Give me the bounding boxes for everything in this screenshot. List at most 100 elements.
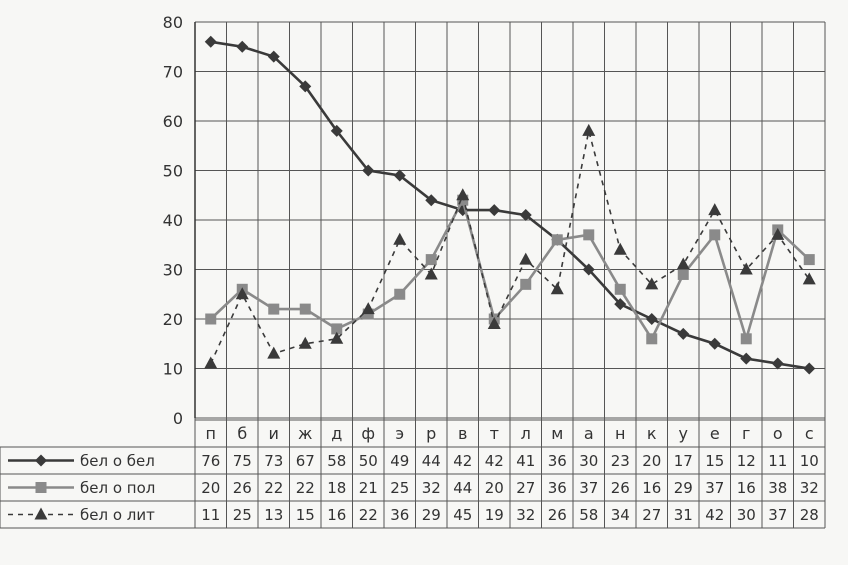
- data-point: [582, 263, 595, 276]
- data-point: [802, 272, 816, 285]
- data-label: 36: [548, 479, 567, 497]
- series-lines: [204, 35, 816, 375]
- data-label: 20: [485, 479, 504, 497]
- data-label: 42: [453, 452, 472, 470]
- data-label: 28: [800, 506, 819, 524]
- data-point: [331, 323, 343, 335]
- data-point: [709, 229, 721, 241]
- data-point: [425, 254, 437, 266]
- data-label: 38: [768, 479, 787, 497]
- data-label: 20: [642, 452, 661, 470]
- data-label: 50: [359, 452, 378, 470]
- data-point: [205, 313, 217, 325]
- data-label: 18: [327, 479, 346, 497]
- data-label: 31: [674, 506, 693, 524]
- data-point: [677, 327, 690, 340]
- data-point: [268, 303, 280, 315]
- x-tick-label: о: [773, 424, 783, 443]
- data-point: [393, 232, 407, 245]
- data-label: 58: [327, 452, 346, 470]
- y-tick-labels: 0 10 20 30 40 50 60 70 80: [163, 13, 183, 428]
- y-tick-label: 40: [163, 211, 183, 230]
- data-label: 36: [548, 452, 567, 470]
- data-label: 12: [737, 452, 756, 470]
- data-label: 32: [800, 479, 819, 497]
- data-label: 22: [264, 479, 283, 497]
- data-point: [394, 288, 406, 300]
- x-tick-label: с: [805, 424, 814, 443]
- data-point: [235, 287, 249, 300]
- x-tick-label: е: [710, 424, 720, 443]
- data-label: 32: [516, 506, 535, 524]
- data-label: 37: [705, 479, 724, 497]
- data-label: 42: [485, 452, 504, 470]
- data-label: 37: [768, 506, 787, 524]
- data-label: 76: [201, 452, 220, 470]
- data-point: [393, 169, 406, 182]
- data-point: [645, 277, 659, 290]
- data-label: 10: [800, 452, 819, 470]
- data-point: [519, 209, 532, 222]
- data-label: 27: [516, 479, 535, 497]
- x-tick-label: к: [647, 424, 657, 443]
- data-label: 19: [485, 506, 504, 524]
- data-table: бел о бел 76 75 73 67 58 50 49 44 42 42 41 36 30 23 20 1…: [0, 419, 825, 529]
- data-label: 30: [737, 506, 756, 524]
- data-point: [361, 302, 375, 315]
- data-label: 41: [516, 452, 535, 470]
- data-label: 26: [611, 479, 630, 497]
- data-point: [739, 262, 753, 275]
- legend-label: бел о бел: [80, 452, 155, 470]
- data-point: [456, 188, 470, 201]
- data-label: 22: [296, 479, 315, 497]
- y-tick-label: 60: [163, 112, 183, 131]
- data-label: 58: [579, 506, 598, 524]
- data-point: [487, 316, 501, 329]
- data-point: [803, 254, 815, 266]
- y-tick-label: 50: [163, 162, 183, 181]
- x-tick-label: а: [584, 424, 594, 443]
- data-point: [330, 331, 344, 344]
- y-tick-label: 10: [163, 360, 183, 379]
- data-point: [676, 257, 690, 270]
- data-label: 22: [359, 506, 378, 524]
- data-label: 44: [453, 479, 472, 497]
- data-point: [740, 333, 752, 345]
- data-label: 27: [642, 506, 661, 524]
- y-tick-label: 70: [163, 63, 183, 82]
- data-label: 49: [390, 452, 409, 470]
- y-tick-label: 30: [163, 261, 183, 280]
- data-point: [614, 283, 626, 295]
- data-point: [35, 454, 47, 467]
- data-label: 11: [201, 506, 220, 524]
- data-label: 13: [264, 506, 283, 524]
- series-1: [204, 35, 816, 375]
- data-point: [771, 357, 784, 370]
- data-label: 20: [201, 479, 220, 497]
- data-point: [583, 229, 595, 241]
- data-point: [520, 278, 532, 290]
- data-label: 36: [390, 506, 409, 524]
- y-tick-label: 20: [163, 310, 183, 329]
- data-point: [519, 252, 533, 265]
- data-point: [803, 362, 816, 375]
- data-label: 17: [674, 452, 693, 470]
- x-tick-label: п: [206, 424, 216, 443]
- data-point: [551, 234, 563, 246]
- data-label: 25: [233, 506, 252, 524]
- data-label: 67: [296, 452, 315, 470]
- data-label: 23: [611, 452, 630, 470]
- data-label: 44: [422, 452, 441, 470]
- data-label: 75: [233, 452, 252, 470]
- data-point: [204, 35, 217, 48]
- data-label: 15: [296, 506, 315, 524]
- y-tick-label: 0: [173, 409, 183, 428]
- series-line: [210, 40, 810, 370]
- legend-label: бел о пол: [80, 479, 155, 497]
- data-point: [614, 298, 627, 311]
- data-point: [582, 123, 596, 136]
- x-tick-label: ж: [298, 424, 312, 443]
- data-point: [299, 303, 311, 315]
